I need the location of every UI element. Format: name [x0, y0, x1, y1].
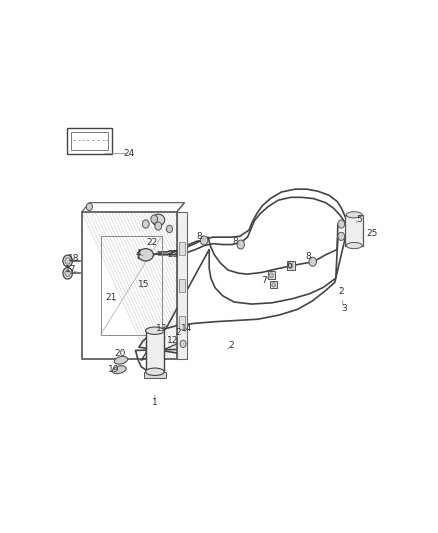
- Ellipse shape: [346, 243, 362, 248]
- Bar: [82, 212, 177, 359]
- Circle shape: [338, 220, 345, 228]
- Bar: [179, 317, 185, 329]
- Text: 12: 12: [167, 336, 179, 345]
- Bar: [345, 215, 363, 246]
- Text: 18: 18: [67, 254, 79, 263]
- Text: 8: 8: [233, 237, 238, 246]
- Bar: [286, 261, 295, 270]
- Circle shape: [63, 268, 72, 279]
- Text: 14: 14: [181, 324, 192, 333]
- Circle shape: [142, 220, 149, 228]
- Circle shape: [200, 236, 208, 245]
- Circle shape: [338, 232, 345, 240]
- Text: 1: 1: [152, 398, 158, 407]
- Bar: [71, 132, 108, 150]
- Bar: [101, 236, 162, 335]
- Circle shape: [63, 255, 72, 266]
- Text: 19: 19: [108, 365, 120, 374]
- Bar: [179, 243, 185, 255]
- Text: 23: 23: [167, 251, 179, 259]
- Text: 20: 20: [114, 349, 126, 358]
- Ellipse shape: [112, 366, 126, 374]
- Circle shape: [65, 270, 71, 277]
- Bar: [268, 271, 275, 279]
- Bar: [145, 330, 164, 372]
- Circle shape: [272, 282, 276, 287]
- Circle shape: [166, 225, 173, 232]
- Ellipse shape: [152, 214, 165, 225]
- Circle shape: [155, 222, 162, 230]
- Ellipse shape: [145, 327, 164, 334]
- Text: 2: 2: [339, 287, 344, 296]
- Circle shape: [65, 257, 71, 264]
- Text: 24: 24: [123, 149, 134, 158]
- Text: 2: 2: [176, 328, 181, 337]
- Circle shape: [269, 273, 273, 278]
- Circle shape: [309, 257, 317, 266]
- Bar: [67, 127, 113, 154]
- Text: 15: 15: [138, 280, 149, 289]
- Text: 3: 3: [341, 304, 347, 313]
- Bar: [144, 372, 166, 378]
- Text: 2: 2: [229, 341, 234, 350]
- Circle shape: [289, 263, 293, 269]
- Text: 4: 4: [135, 249, 141, 258]
- Text: 21: 21: [105, 293, 117, 302]
- Text: 6: 6: [286, 261, 292, 270]
- Circle shape: [237, 240, 244, 249]
- Text: 13: 13: [156, 324, 167, 333]
- Ellipse shape: [145, 368, 164, 375]
- Text: 22: 22: [146, 238, 157, 247]
- Text: 25: 25: [367, 229, 378, 238]
- Text: 8: 8: [196, 232, 202, 241]
- Text: 8: 8: [306, 252, 311, 261]
- Bar: [179, 279, 185, 292]
- Circle shape: [180, 340, 186, 348]
- Circle shape: [151, 215, 158, 223]
- Ellipse shape: [114, 357, 127, 364]
- Text: 7: 7: [261, 276, 268, 285]
- Ellipse shape: [346, 212, 362, 218]
- Circle shape: [86, 203, 92, 211]
- Ellipse shape: [138, 248, 153, 261]
- Bar: [270, 281, 277, 288]
- Bar: [177, 212, 187, 359]
- Text: 17: 17: [65, 265, 77, 274]
- Text: 5: 5: [357, 215, 363, 224]
